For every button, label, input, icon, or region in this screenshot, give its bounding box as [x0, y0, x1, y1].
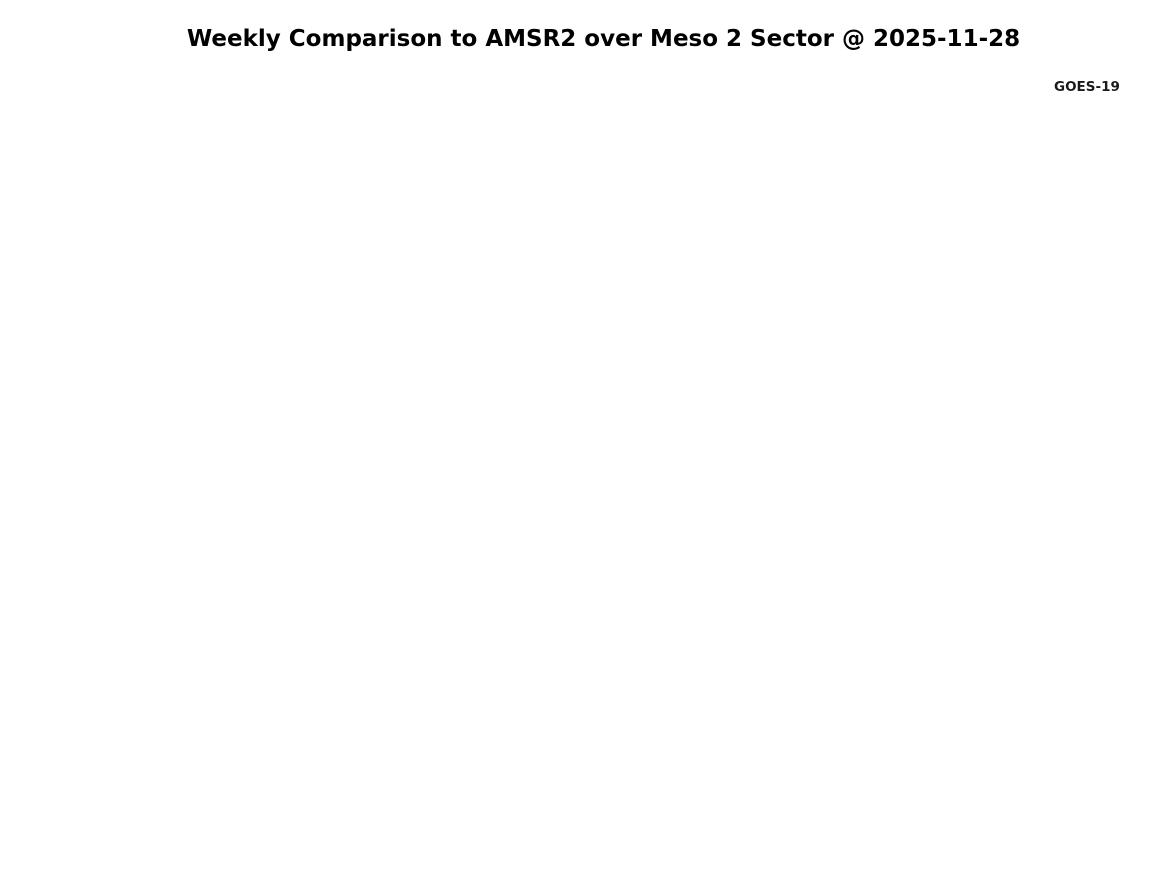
figure-title: Weekly Comparison to AMSR2 over Meso 2 S… [186, 26, 1021, 52]
legend-line-sample [983, 86, 1046, 88]
legend-label: GOES-19 [1054, 78, 1120, 95]
legend: GOES-19 [983, 79, 1120, 95]
legend-square-marker [1011, 83, 1018, 90]
